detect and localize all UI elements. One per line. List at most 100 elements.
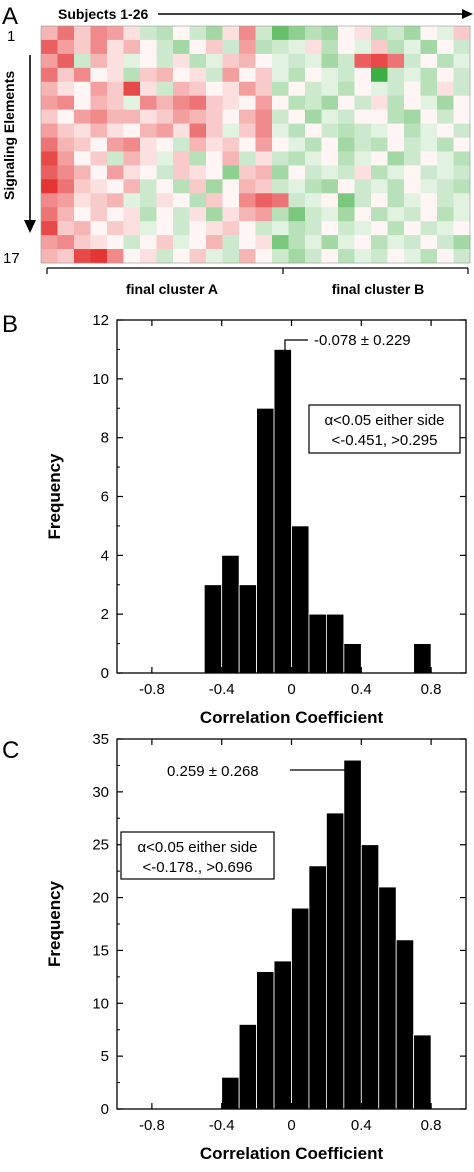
hist-c-alpha-line2: <-0.178., >0.696 — [142, 859, 252, 876]
heatmap-cell — [338, 193, 355, 208]
heatmap-cell — [173, 151, 190, 166]
hist-c-bar — [360, 844, 380, 1110]
heatmap-cell — [371, 179, 388, 194]
heatmap-cell — [239, 39, 256, 55]
heatmap-cell — [387, 137, 405, 152]
heatmap-cell — [255, 81, 273, 97]
heatmap-cell — [74, 67, 91, 83]
heatmap-cell — [437, 235, 454, 250]
heatmap-cell — [321, 137, 339, 152]
heatmap-cell — [107, 53, 124, 69]
heatmap-cell — [74, 39, 91, 55]
heatmap-cell — [123, 26, 141, 41]
heatmap-cell — [338, 81, 355, 97]
heatmap-cell — [288, 67, 306, 83]
hist-b-bar — [256, 407, 275, 674]
heatmap-cell — [41, 151, 58, 166]
heatmap-cell — [255, 67, 273, 83]
heatmap-cell — [387, 123, 405, 138]
heatmap-cell — [420, 81, 438, 97]
heatmap-cell — [321, 249, 339, 264]
heatmap-cell — [74, 207, 91, 222]
heatmap-cell — [222, 67, 240, 83]
heatmap-cell — [156, 151, 174, 166]
heatmap-cell — [305, 53, 322, 69]
heatmap-cell — [107, 67, 124, 83]
heatmap-cell — [288, 26, 306, 41]
heatmap-cell — [107, 165, 124, 180]
heatmap-cell — [453, 193, 471, 208]
heatmap-cell — [338, 53, 355, 69]
heatmap-cell — [338, 179, 355, 194]
heatmap-cell — [338, 151, 355, 166]
heatmap-cell — [90, 165, 108, 180]
heatmap-cell — [189, 95, 207, 111]
heatmap-cell — [222, 123, 240, 138]
heatmap-cell — [404, 151, 421, 166]
hist-c-bar — [378, 886, 397, 1110]
heatmap-cell — [57, 39, 75, 55]
hist-b-bar — [291, 525, 310, 674]
heatmap-cell — [189, 151, 207, 166]
heatmap-cell — [420, 26, 438, 41]
hist-c-bar — [273, 960, 292, 1110]
heatmap-cell — [123, 151, 141, 166]
hist-b-alpha-box — [308, 404, 461, 454]
heatmap-cell — [272, 67, 289, 83]
heatmap-border — [40, 25, 471, 264]
heatmap-cell — [74, 179, 91, 194]
heatmap-cell — [272, 109, 289, 124]
heatmap-cell — [239, 249, 256, 264]
heatmap-cell — [272, 151, 289, 166]
heatmap-cell — [354, 221, 372, 236]
heatmap-cell — [123, 193, 141, 208]
hist-c-bar — [221, 1076, 240, 1110]
heatmap-cell — [404, 221, 421, 236]
heatmap-cell — [57, 207, 75, 222]
heatmap-cell — [371, 26, 388, 41]
hist-b-bar — [308, 613, 327, 674]
heatmap-cell — [206, 123, 223, 138]
heatmap-cell — [123, 39, 141, 55]
hist-c-xtick-label: 0.8 — [421, 1117, 442, 1134]
heatmap-cell — [57, 249, 75, 264]
heatmap-cell — [189, 39, 207, 55]
heatmap-cell — [206, 95, 223, 111]
heatmap-cell — [453, 137, 471, 152]
hist-b-bar — [325, 613, 345, 674]
heatmap-cell — [140, 26, 157, 41]
hist-b-ytick-label: 8 — [101, 430, 109, 447]
heatmap-cell — [222, 165, 240, 180]
heatmap-cell — [206, 179, 223, 194]
heatmap-cell — [90, 26, 108, 41]
heatmap-cell — [437, 123, 454, 138]
heatmap-cell — [338, 123, 355, 138]
heatmap-cell — [404, 53, 421, 69]
heatmap-cell — [354, 235, 372, 250]
heatmap-cell — [239, 137, 256, 152]
heatmap-cell — [123, 67, 141, 83]
heatmap-cell — [173, 26, 190, 41]
heatmap-cell — [437, 39, 454, 55]
heatmap-cell — [90, 109, 108, 124]
heatmap-cell — [41, 193, 58, 208]
heatmap-cell — [354, 165, 372, 180]
heatmap-cell — [206, 67, 223, 83]
heatmap-cell — [57, 95, 75, 111]
heatmap-cell — [404, 123, 421, 138]
heatmap-cell — [90, 137, 108, 152]
heatmap-cell — [321, 179, 339, 194]
row-first-label: 1 — [7, 28, 15, 45]
heatmap-cell — [453, 221, 471, 236]
heatmap-cell — [57, 26, 75, 41]
heatmap-cell — [41, 249, 58, 264]
heatmap-cell — [189, 193, 207, 208]
subjects-label: Subjects 1-26 — [58, 6, 148, 22]
heatmap-cell — [272, 235, 289, 250]
heatmap-cell — [453, 249, 471, 264]
heatmap-cell — [354, 26, 372, 41]
heatmap-cell — [107, 179, 124, 194]
hist-b-bar — [238, 584, 257, 674]
heatmap-cell — [387, 53, 405, 69]
heatmap-cell — [123, 95, 141, 111]
